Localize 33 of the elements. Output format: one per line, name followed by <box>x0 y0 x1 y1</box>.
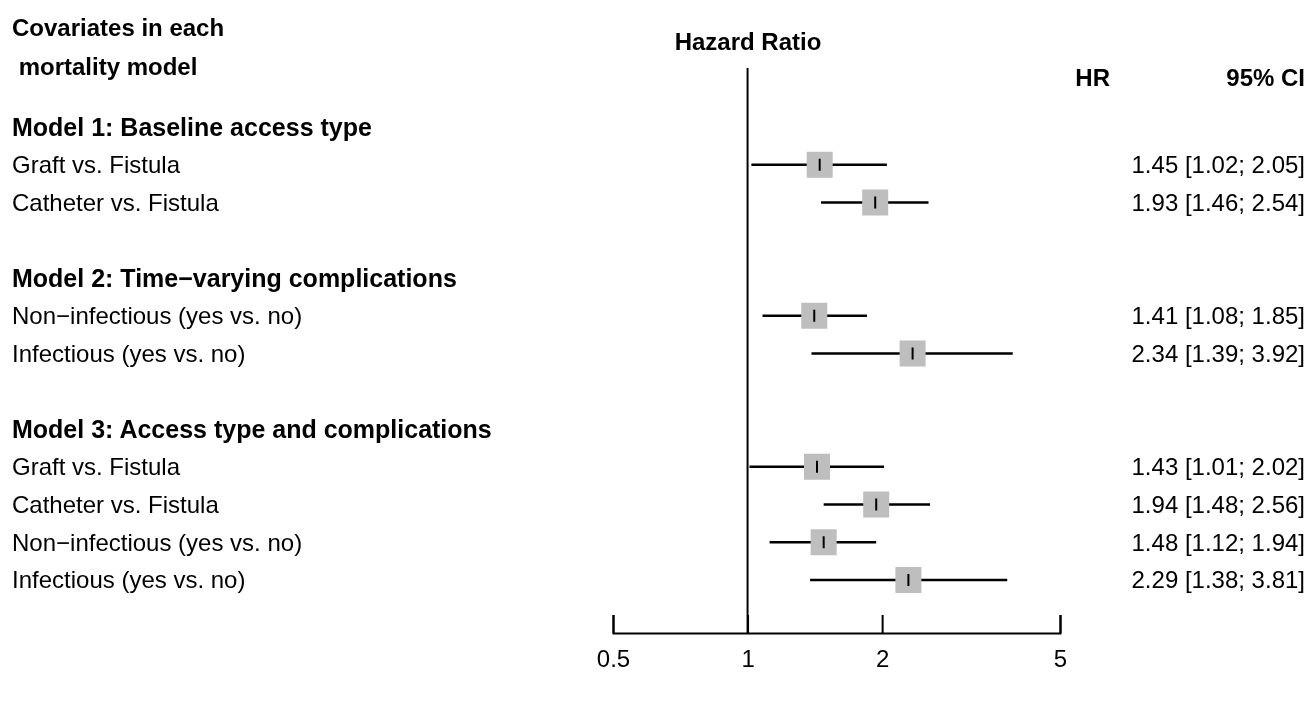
data-label: 1.43 [1.01; 2.02] <box>1131 453 1305 481</box>
data-label: 2.34 [1.39; 3.92] <box>1131 339 1305 367</box>
x-tick-label: 2 <box>875 644 890 672</box>
point <box>801 302 828 329</box>
y-axis-title: Covariates in each mortality model <box>12 14 225 80</box>
y-tick-label: Catheter vs. Fistula <box>12 490 220 518</box>
y-tick-label: Model 1: Baseline access type <box>12 112 372 141</box>
x-tick-label: 0.5 <box>596 644 631 672</box>
text: HR <box>1075 64 1110 91</box>
y-tick-label: Infectious (yes vs. no) <box>12 339 246 367</box>
x-tick-label: 5 <box>1053 644 1068 672</box>
y-tick-label: Model 2: Time−varying complications <box>12 263 457 292</box>
data-label: 1.41 [1.08; 1.85] <box>1131 302 1305 330</box>
y-tick-label: Graft vs. Fistula <box>12 453 181 481</box>
data-label: 1.45 [1.02; 2.05] <box>1131 151 1305 179</box>
point <box>899 340 926 367</box>
x-axis-title: Hazard Ratio <box>674 28 822 55</box>
point <box>804 453 830 480</box>
y-tick-label: Model 3: Access type and complications <box>12 414 492 443</box>
data-label: 1.94 [1.48; 2.56] <box>1131 490 1305 518</box>
text: 95% CI <box>1226 64 1305 91</box>
point <box>895 567 922 593</box>
y-tick-label: Infectious (yes vs. no) <box>12 566 246 594</box>
y-tick-label: Non−infectious (yes vs. no) <box>12 302 303 330</box>
data-label: 2.29 [1.38; 3.81] <box>1131 566 1305 594</box>
data-label: 1.93 [1.46; 2.54] <box>1131 188 1305 216</box>
point <box>806 151 833 178</box>
point <box>810 529 837 556</box>
y-tick-label: Catheter vs. Fistula <box>12 188 220 216</box>
x-tick-label: 1 <box>741 644 755 672</box>
y-tick-label: Non−infectious (yes vs. no) <box>12 528 303 556</box>
data-label: 1.48 [1.12; 1.94] <box>1131 528 1305 556</box>
y-tick-label: Graft vs. Fistula <box>12 151 181 179</box>
